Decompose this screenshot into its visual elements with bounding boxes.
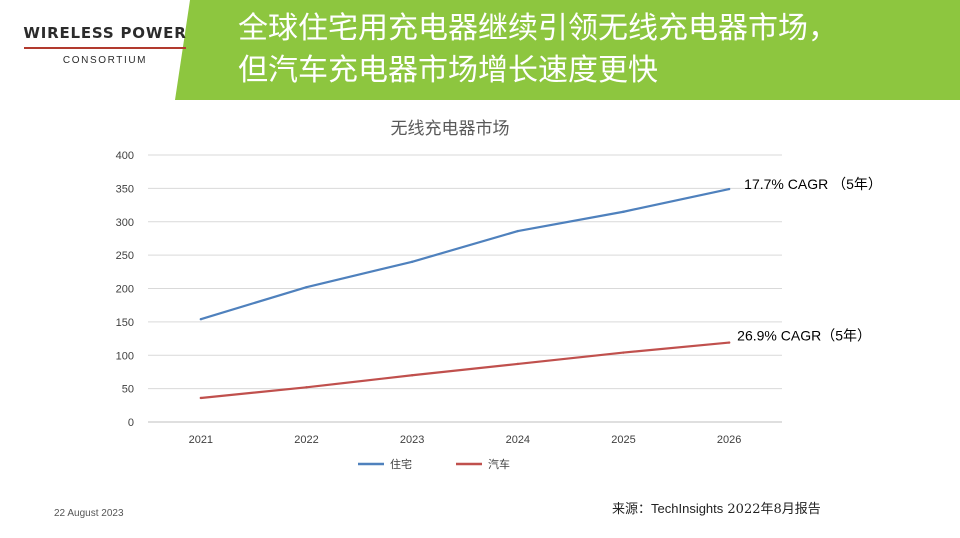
cagr-annotation: 26.9% CAGR（5年） <box>737 328 871 344</box>
data-point <box>727 187 731 191</box>
y-tick-label: 200 <box>116 284 134 296</box>
logo-divider <box>24 47 186 49</box>
wpc-logo: WIRELESS POWER CONSORTIUM <box>20 24 190 66</box>
data-point <box>516 362 520 366</box>
logo-main-text: WIRELESS POWER <box>23 24 187 42</box>
y-tick-label: 350 <box>116 183 134 195</box>
chart-title: 无线充电器市场 <box>391 119 510 139</box>
footer-date: 22 August 2023 <box>54 508 124 519</box>
y-tick-label: 0 <box>128 417 134 429</box>
x-tick-label: 2023 <box>400 434 424 446</box>
header-background <box>0 0 960 100</box>
data-point <box>622 210 625 213</box>
data-point <box>622 351 625 354</box>
x-tick-label: 2024 <box>506 434 530 446</box>
slide-header: WIRELESS POWER CONSORTIUM 全球住宅用充电器继续引领无线… <box>0 0 960 100</box>
legend-label: 汽车 <box>488 457 510 471</box>
series-line-automotive <box>200 341 730 400</box>
data-point <box>410 374 414 377</box>
data-point <box>199 318 203 321</box>
source-brand: TechInsights <box>651 501 724 516</box>
x-tick-label: 2021 <box>189 434 213 446</box>
y-tick-label: 100 <box>116 350 134 362</box>
line-chart: 无线充电器市场 0 50 100 150 200 250 300 350 400 2021 2022 2… <box>116 119 882 471</box>
x-tick-label: 2026 <box>717 434 741 446</box>
data-point <box>305 386 308 389</box>
legend-label: 住宅 <box>390 457 412 471</box>
y-tick-label: 150 <box>116 317 134 329</box>
source-note: 来源：TechInsights 2022年8月报告 <box>612 498 821 517</box>
x-tick-label: 2022 <box>294 434 318 446</box>
y-tick-label: 50 <box>122 384 134 396</box>
data-point <box>199 396 203 400</box>
data-point <box>516 229 520 233</box>
slide-title: 全球住宅用充电器继续引领无线充电器市场， 但汽车充电器市场增长速度更快 <box>238 8 838 92</box>
slide-title-line2: 但汽车充电器市场增长速度更快 <box>238 53 658 88</box>
y-tick-label: 300 <box>116 217 134 229</box>
slide-title-line1: 全球住宅用充电器继续引领无线充电器市场， <box>238 11 838 46</box>
data-point <box>727 341 731 344</box>
y-tick-label: 250 <box>116 250 134 262</box>
data-point <box>410 260 414 263</box>
data-point <box>305 285 308 289</box>
logo-sub-text: CONSORTIUM <box>62 55 148 66</box>
series-line-residential <box>200 187 730 321</box>
source-prefix: 来源： <box>612 502 652 517</box>
y-tick-label: 400 <box>116 150 134 162</box>
x-tick-label: 2025 <box>611 434 635 446</box>
source-suffix: 2022年8月报告 <box>723 502 821 517</box>
cagr-annotation: 17.7% CAGR （5年） <box>744 176 882 192</box>
